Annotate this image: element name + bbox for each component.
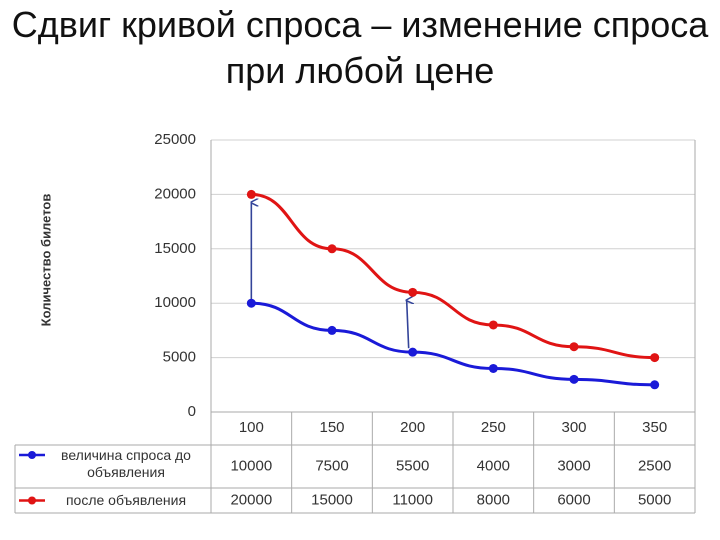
point — [488, 320, 498, 330]
x-tick-label: 300 — [561, 419, 586, 436]
legend-label: величина спроса до объявления — [61, 447, 191, 480]
y-tick-label: 5000 — [163, 349, 196, 366]
x-tick-label: 150 — [319, 419, 344, 436]
point — [246, 189, 256, 199]
legend-marker — [28, 451, 36, 459]
table-value: 10000 — [230, 457, 272, 474]
chart-title: Сдвиг кривой спроса – изменение спроса п… — [11, 4, 709, 91]
y-tick-label: 15000 — [154, 240, 196, 257]
point — [246, 298, 256, 308]
series-line — [251, 301, 655, 387]
table-value: 5000 — [638, 491, 671, 508]
table-value: 15000 — [311, 491, 353, 508]
table-value: 2500 — [638, 457, 671, 474]
point — [327, 244, 337, 254]
table-value: 20000 — [230, 491, 272, 508]
y-tick-label: 0 — [188, 403, 196, 420]
y-tick-label: 10000 — [154, 294, 196, 311]
point — [488, 363, 498, 373]
x-tick-label: 200 — [400, 419, 425, 436]
point — [569, 374, 579, 384]
point — [650, 380, 660, 390]
point — [408, 347, 418, 357]
legend-label: после объявления — [65, 491, 187, 508]
x-tick-label: 350 — [642, 419, 667, 436]
shift-arrow — [407, 300, 409, 349]
y-axis-label: Количество билетов — [38, 194, 53, 327]
table-value: 4000 — [477, 457, 510, 474]
table-value: 6000 — [557, 491, 590, 508]
x-tick-label: 250 — [481, 419, 506, 436]
series-line — [251, 192, 655, 360]
point — [408, 287, 418, 297]
table-value: 11000 — [392, 491, 433, 508]
table-value: 7500 — [315, 457, 348, 474]
x-tick-label: 100 — [239, 419, 264, 436]
point — [327, 325, 337, 335]
table-value: 8000 — [477, 491, 510, 508]
table-value: 5500 — [396, 457, 429, 474]
point — [650, 353, 660, 363]
y-tick-label: 25000 — [154, 131, 196, 148]
legend-marker — [28, 496, 36, 505]
table-value: 3000 — [557, 457, 590, 474]
y-tick-label: 20000 — [154, 185, 196, 202]
point — [569, 342, 579, 352]
